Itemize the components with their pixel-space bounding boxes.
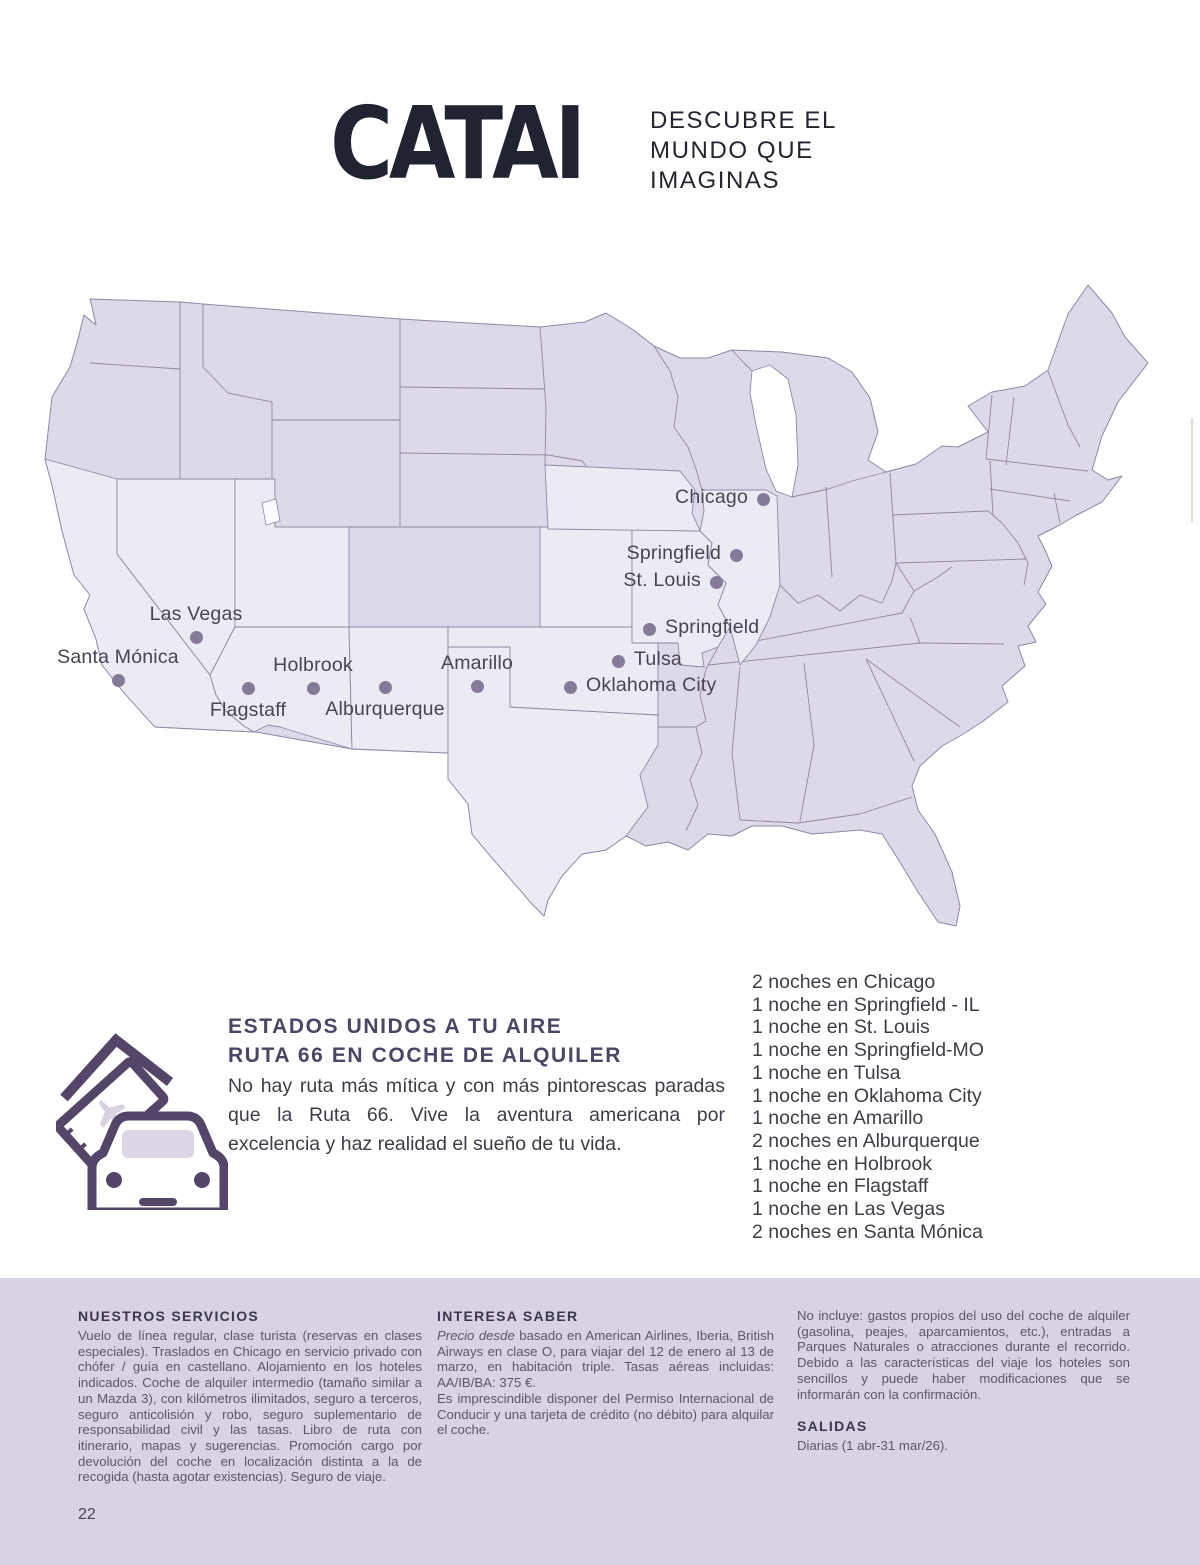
not-included-body: No incluye: gastos propios del uso del c…	[797, 1308, 1130, 1402]
route66-states	[44, 458, 781, 917]
city-dot	[612, 655, 625, 668]
city-dot	[730, 549, 743, 562]
state-illinois	[699, 489, 781, 666]
city-dot	[379, 681, 392, 694]
know-body-2: Es imprescindible disponer del Permiso I…	[437, 1390, 774, 1438]
program-title-line1: ESTADOS UNIDOS A TU AIRE	[228, 1015, 563, 1038]
itinerary-item: 2 noches en Santa Mónica	[752, 1220, 983, 1243]
itinerary-item: 2 noches en Chicago	[752, 971, 936, 993]
city-dot	[471, 680, 484, 693]
itinerary-item: 1 noche en Flagstaff	[752, 1175, 929, 1198]
tagline-line: DESCUBRE EL	[650, 107, 837, 134]
city-dot	[757, 493, 770, 506]
page-edge-artifact	[1191, 418, 1193, 522]
state-iowa	[544, 464, 701, 532]
services-body: Vuelo de línea regular, clase turista (r…	[78, 1328, 422, 1485]
itinerary-list: 2 noches en Chicago 1 noche en Springfie…	[752, 971, 984, 1243]
program-title-line2: RUTA 66 EN COCHE DE ALQUILER	[228, 1044, 623, 1067]
logo-tagline: DESCUBRE EL MUNDO QUE IMAGINAS	[650, 106, 837, 196]
usa-map	[44, 284, 1149, 927]
salidas-heading: SALIDAS	[797, 1418, 868, 1435]
itinerary-item: 1 noche en Springfield - IL	[752, 993, 980, 1016]
great-salt-lake	[261, 498, 281, 526]
know-column: INTERESA SABER Precio desde basado en Am…	[437, 1308, 774, 1438]
services-heading: NUESTROS SERVICIOS	[78, 1308, 260, 1324]
know-body: Precio desde basado en American Airlines…	[437, 1328, 774, 1391]
car-tickets-icon	[56, 1033, 228, 1210]
city-dot	[710, 576, 723, 589]
itinerary-item: 1 noche en St. Louis	[752, 1016, 930, 1039]
city-dot	[242, 682, 255, 695]
tagline-line: MUNDO QUE	[650, 137, 814, 164]
city-dot	[190, 631, 203, 644]
salidas-body: Diarias (1 abr-31 mar/26).	[797, 1438, 948, 1454]
lake-michigan	[749, 364, 799, 498]
itinerary-item: 1 noche en Amarillo	[752, 1107, 924, 1130]
price-from-label: Precio desde	[437, 1328, 515, 1343]
itinerary-item: 1 noche en Springfield-MO	[752, 1039, 984, 1062]
itinerary-item: 1 noche en Oklahoma City	[752, 1084, 982, 1107]
city-dot	[643, 623, 656, 636]
itinerary-item: 1 noche en Las Vegas	[752, 1198, 945, 1221]
city-dot	[307, 682, 320, 695]
program-title: ESTADOS UNIDOS A TU AIRE RUTA 66 EN COCH…	[228, 1012, 622, 1070]
itinerary-item: 2 noches en Alburquerque	[752, 1129, 980, 1152]
know-heading: INTERESA SABER	[437, 1308, 579, 1324]
itinerary-item: 1 noche en Holbrook	[752, 1152, 932, 1175]
tagline-line: IMAGINAS	[650, 167, 781, 194]
info-panel: NUESTROS SERVICIOS Vuelo de línea regula…	[0, 1278, 1200, 1565]
services-column: NUESTROS SERVICIOS Vuelo de línea regula…	[78, 1308, 422, 1485]
program-description: No hay ruta más mítica y con más pintore…	[228, 1075, 725, 1155]
notes-column: No incluye: gastos propios del uso del c…	[797, 1308, 1130, 1454]
catai-logo: CATAI	[330, 85, 586, 202]
city-dot	[112, 674, 125, 687]
map-city-layer: Chicago Springfield St. Louis Springfiel…	[40, 275, 1190, 935]
know-body-text: basado en American Airlines, Iberia, Bri…	[437, 1328, 774, 1391]
city-dot	[564, 681, 577, 694]
state-texas	[447, 646, 659, 917]
itinerary-item: 1 noche en Tulsa	[752, 1061, 901, 1084]
page-number: 22	[78, 1506, 96, 1523]
